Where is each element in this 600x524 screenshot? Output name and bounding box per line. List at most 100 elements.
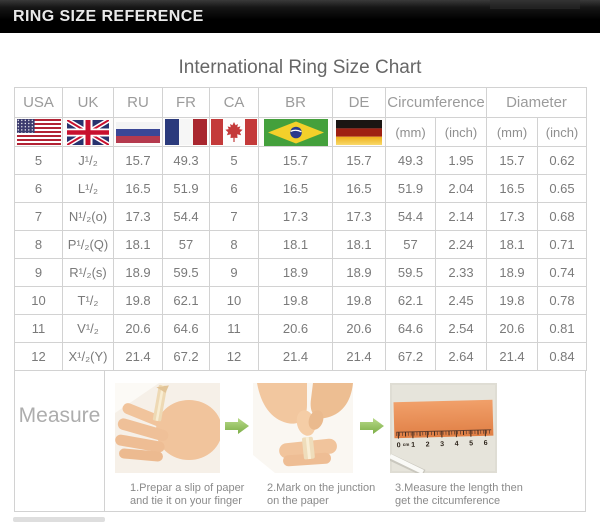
ruler-measure-photo: 0 cm 1 2 3 4 5 6 <box>390 383 497 473</box>
table-row: 11 V¹/₂ 20.6 64.6 11 20.6 20.6 64.6 2.54 20.6 0.81 <box>14 314 588 343</box>
table-cell: 8 <box>209 230 259 259</box>
table-row: 12 X¹/₂(Y) 21.4 67.2 12 21.4 21.4 67.2 2.64 21.4 0… <box>14 342 588 371</box>
ruler-mark: 2 <box>426 441 430 448</box>
table-cell: 18.9 <box>486 258 538 287</box>
table-cell: 15.7 <box>113 146 163 175</box>
table-cell: 57 <box>162 230 210 259</box>
measure-label: Measure <box>18 404 101 427</box>
ruler-mark: 0 <box>397 442 401 449</box>
measure-section: Measure <box>14 371 586 512</box>
unit-header-circumference-inch: (inch) <box>435 117 487 147</box>
table-cell: 54.4 <box>162 202 210 231</box>
table-cell: 18.1 <box>113 230 163 259</box>
column-header-circumference: Circumference <box>385 87 487 118</box>
table-cell: 9 <box>14 258 63 287</box>
unit-header-diameter-mm: (mm) <box>486 117 538 147</box>
ruler-unit: cm <box>403 442 410 447</box>
table-cell: 0.84 <box>536 342 588 371</box>
table-cell: 19.8 <box>486 286 538 315</box>
green-arrow-right-icon <box>225 417 249 440</box>
table-cell: 0.65 <box>536 174 588 203</box>
table-cell: 16.5 <box>486 174 538 203</box>
ruler-mark: 6 <box>484 440 488 447</box>
table-cell: 62.1 <box>162 286 210 315</box>
step-3-caption: 3.Measure the length then get the citcum… <box>395 482 523 507</box>
table-cell: 18.9 <box>258 258 333 287</box>
ruler-mark: 3 <box>440 441 444 448</box>
table-cell: 20.6 <box>486 314 538 343</box>
hand-with-paper-strip-photo <box>115 383 220 473</box>
table-cell: 59.5 <box>385 258 436 287</box>
column-header-usa: USA <box>14 87 63 118</box>
table-cell: 54.4 <box>385 202 436 231</box>
ruler-mark: 4 <box>455 441 459 448</box>
table-cell: 8 <box>14 230 63 259</box>
table-cell: 49.3 <box>385 146 436 175</box>
table-cell: 2.64 <box>435 342 487 371</box>
table-cell: 21.4 <box>258 342 333 371</box>
table-cell: 21.4 <box>486 342 538 371</box>
us-flag <box>16 119 61 145</box>
table-cell: 15.7 <box>486 146 538 175</box>
table-cell: 17.3 <box>258 202 333 231</box>
ruler-mark: 1 <box>411 442 415 449</box>
banner-glint <box>490 0 580 9</box>
table-cell: 0.81 <box>536 314 588 343</box>
unit-header-circumference-mm: (mm) <box>385 117 436 147</box>
table-cell: 12 <box>14 342 63 371</box>
table-cell: 0.68 <box>536 202 588 231</box>
table-row: 9 R¹/₂(s) 18.9 59.5 9 18.9 18.9 59.5 2.33 18.9 0.7… <box>14 258 588 287</box>
table-cell: 11 <box>209 314 259 343</box>
measure-label-cell: Measure <box>15 371 105 511</box>
table-cell: 18.9 <box>113 258 163 287</box>
table-cell: 17.3 <box>332 202 386 231</box>
fr-flag <box>165 119 207 145</box>
table-row: 7 N¹/₂(o) 17.3 54.4 7 17.3 17.3 54.4 2.14 17.3 0.6… <box>14 202 588 231</box>
uk-flag <box>67 119 109 145</box>
table-cell: 67.2 <box>385 342 436 371</box>
ruler-mark: 5 <box>469 440 473 447</box>
table-cell: 5 <box>14 146 63 175</box>
column-header-br: BR <box>258 87 333 118</box>
table-cell: 2.24 <box>435 230 487 259</box>
green-arrow-right-icon <box>360 417 384 440</box>
br-flag <box>263 118 328 146</box>
table-cell: 57 <box>385 230 436 259</box>
table-cell: 0.74 <box>536 258 588 287</box>
bottom-shadow <box>13 517 105 522</box>
column-header-uk: UK <box>62 87 114 118</box>
table-cell: 2.14 <box>435 202 487 231</box>
table-cell: 2.54 <box>435 314 487 343</box>
ring-size-table-body: 5 J¹/₂ 15.7 49.3 5 15.7 15.7 49.3 1.95 15.7 0.62 6 L… <box>14 146 588 371</box>
table-cell: 7 <box>14 202 63 231</box>
column-header-diameter: Diameter <box>485 87 588 118</box>
column-header-ca: CA <box>209 87 259 118</box>
step-1-caption: 1.Prepar a slip of paper and tie it on y… <box>130 482 245 507</box>
table-cell: 62.1 <box>385 286 436 315</box>
table-cell: 16.5 <box>332 174 386 203</box>
table-cell: 18.1 <box>486 230 538 259</box>
ring-size-table: USA UK RU FR CA BR DE Circumference Diam… <box>14 87 588 371</box>
table-cell: 12 <box>209 342 259 371</box>
table-row: 5 J¹/₂ 15.7 49.3 5 15.7 15.7 49.3 1.95 15.7 0.62 <box>14 146 588 175</box>
marking-paper-photo <box>253 383 353 473</box>
table-cell: 67.2 <box>162 342 210 371</box>
table-cell: J¹/₂ <box>62 146 114 175</box>
table-cell: 21.4 <box>113 342 163 371</box>
table-cell: V¹/₂ <box>62 314 114 343</box>
table-cell: 10 <box>209 286 259 315</box>
table-cell: P¹/₂(Q) <box>62 230 114 259</box>
column-header-de: DE <box>332 87 386 118</box>
table-row: 6 L¹/₂ 16.5 51.9 6 16.5 16.5 51.9 2.04 16.5 0.65 <box>14 174 588 203</box>
unit-header-diameter-inch: (inch) <box>536 117 588 147</box>
table-cell: R¹/₂(s) <box>62 258 114 287</box>
table-cell: 10 <box>14 286 63 315</box>
ru-flag <box>116 121 160 143</box>
table-cell: 19.8 <box>258 286 333 315</box>
table-cell: 16.5 <box>113 174 163 203</box>
table-cell: 7 <box>209 202 259 231</box>
table-cell: 2.33 <box>435 258 487 287</box>
table-cell: 2.45 <box>435 286 487 315</box>
table-cell: 11 <box>14 314 63 343</box>
table-cell: 15.7 <box>332 146 386 175</box>
